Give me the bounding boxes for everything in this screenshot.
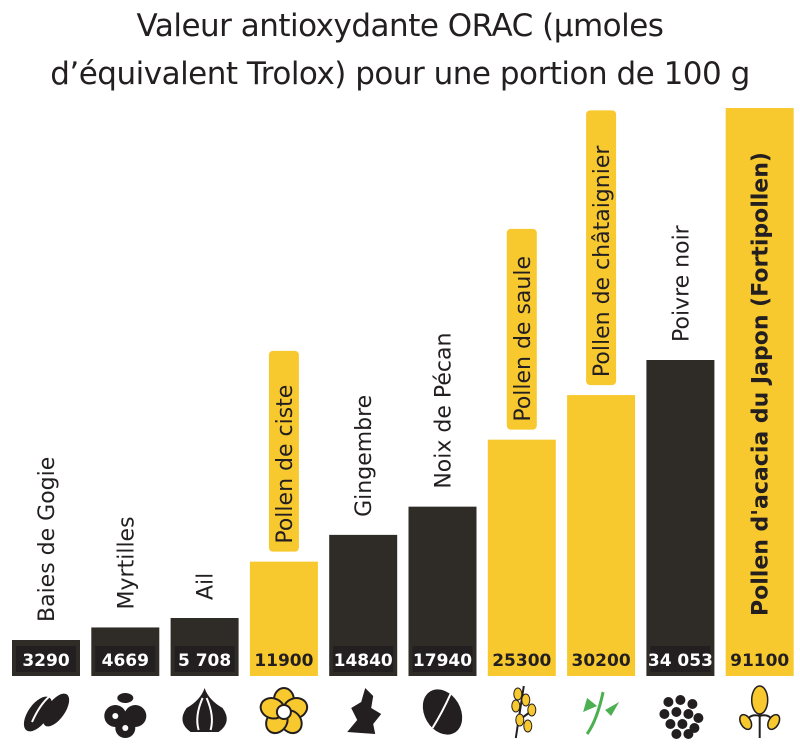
pecan-nut-icon (422, 689, 463, 735)
category-label-6: Pollen de saule (511, 256, 536, 422)
category-label-1: Myrtilles (114, 516, 139, 609)
category-label-8: Poivre noir (669, 224, 694, 342)
value-label-0: 3290 (22, 651, 69, 671)
bar-8 (646, 360, 715, 676)
value-label-5: 17940 (413, 651, 472, 671)
blueberry-icon (104, 693, 147, 738)
willow-branch-icon (511, 685, 537, 739)
value-box-4 (333, 646, 394, 672)
category-label-bg-6 (506, 228, 537, 430)
goji-berry-icon (23, 693, 70, 732)
value-label-4: 14840 (334, 651, 393, 671)
value-label-2: 5 708 (178, 651, 231, 671)
value-label-3: 11900 (254, 651, 313, 671)
cistus-flower-icon (259, 687, 309, 735)
garlic-icon (182, 688, 227, 732)
icons-group (23, 685, 781, 739)
ginger-icon (347, 688, 382, 734)
chart-title-line-1: Valeur antioxydante ORAC (µmoles (136, 8, 664, 44)
value-label-9: 91100 (730, 651, 789, 671)
value-box-8 (650, 646, 711, 672)
bar-6 (487, 439, 556, 676)
category-label-bg-3 (268, 350, 299, 552)
category-label-bg-7 (586, 110, 617, 386)
category-label-5: Noix de Pécan (432, 333, 457, 489)
chart-title-line-2: d’équivalent Trolox) pour une portion de… (50, 56, 750, 92)
black-pepper-icon (659, 695, 704, 739)
bar-9 (725, 108, 794, 676)
value-box-2 (174, 646, 235, 672)
value-label-6: 25300 (492, 651, 551, 671)
value-label-1: 4669 (102, 651, 149, 671)
category-label-7: Pollen de châtaignier (590, 145, 615, 377)
chestnut-flower-icon (583, 685, 620, 735)
category-label-9: Pollen d'acacia du Japon (Fortipollen) (749, 152, 774, 616)
category-label-4: Gingembre (352, 395, 377, 517)
value-box-5 (412, 646, 473, 672)
bars-group: 3290 Baies de Gogie 4669 Myrtilles 5 708 Ail 1… (12, 108, 794, 676)
category-label-2: Ail (194, 573, 219, 600)
chart-title: Valeur antioxydante ORAC (µmoles d’équiv… (0, 2, 800, 98)
acacia-pollen-icon (739, 685, 781, 738)
value-box-0 (16, 646, 76, 672)
value-label-8: 34 053 (648, 651, 713, 671)
bar-7 (567, 395, 636, 676)
bar-3 (249, 561, 318, 676)
category-label-0: Baies de Gogie (35, 457, 60, 622)
value-label-7: 30200 (572, 651, 631, 671)
category-label-3: Pollen de ciste (273, 385, 298, 544)
value-box-1 (95, 646, 156, 672)
